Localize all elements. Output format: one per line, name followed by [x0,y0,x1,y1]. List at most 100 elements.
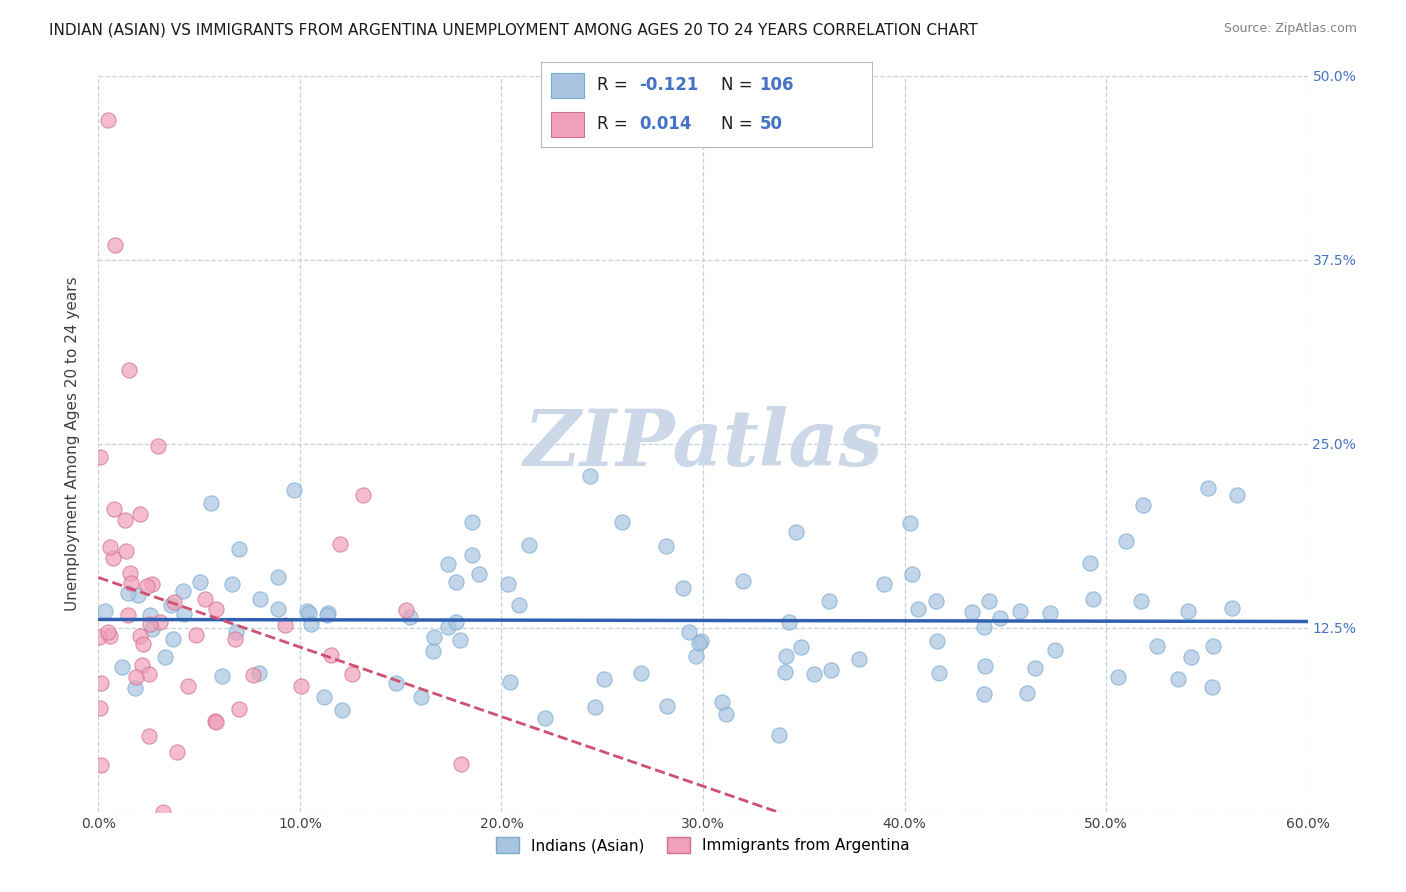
Point [299,616,322,631]
Point [94,604,117,618]
Point [399,610,422,624]
Text: 50: 50 [759,115,782,133]
Point [247,665,270,680]
Point [266,569,288,583]
Point [132,637,155,651]
Point [1129,594,1152,608]
Point [89,450,111,464]
Point [194,591,217,606]
Point [1167,672,1189,686]
Point [1132,498,1154,512]
Point [138,667,160,681]
Point [90,675,112,690]
Point [315,607,337,622]
Point [153,650,176,665]
Point [111,660,134,674]
Point [160,598,183,612]
Point [297,604,319,618]
Point [186,627,208,641]
Point [205,602,228,616]
Point [124,681,146,695]
Point [422,644,444,658]
Point [630,666,652,681]
Point [139,607,162,622]
Point [200,496,222,510]
Point [129,629,152,643]
Point [690,633,713,648]
Point [1015,686,1038,700]
Point [173,607,195,621]
Point [1226,488,1249,502]
Point [97,624,120,639]
Text: -0.121: -0.121 [638,77,699,95]
Point [461,515,484,529]
Point [508,598,530,612]
Point [411,690,433,704]
Point [283,483,305,497]
Point [97,112,120,127]
Point [1201,639,1223,653]
Point [228,542,250,557]
Point [316,607,339,621]
Point [612,515,634,529]
Text: Source: ZipAtlas.com: Source: ZipAtlas.com [1223,22,1357,36]
Point [114,513,136,527]
Point [716,707,738,722]
Point [820,663,842,677]
FancyBboxPatch shape [551,112,585,137]
Point [101,550,124,565]
Point [848,652,870,666]
Point [221,576,243,591]
Point [120,566,142,580]
Point [773,665,796,679]
Point [496,577,519,591]
Point [657,699,679,714]
Point [319,648,342,662]
Point [298,606,321,620]
Text: R =: R = [598,77,634,95]
Legend: Indians (Asian), Immigrants from Argentina: Indians (Asian), Immigrants from Argenti… [489,831,917,859]
Point [423,630,446,644]
Point [450,757,472,772]
Point [962,605,984,619]
Point [98,540,121,554]
Point [290,679,312,693]
Point [135,579,157,593]
Point [249,591,271,606]
Point [117,586,139,600]
Point [733,574,755,589]
Point [225,625,247,640]
Point [449,633,471,648]
Point [437,620,460,634]
Point [803,666,825,681]
Point [1039,606,1062,620]
Point [172,584,194,599]
Point [242,668,264,682]
Point [141,622,163,636]
Point [149,615,172,629]
Point [578,468,600,483]
FancyBboxPatch shape [551,72,585,98]
Point [925,634,948,648]
Point [907,601,929,615]
Point [146,439,169,453]
Point [1083,592,1105,607]
Y-axis label: Unemployment Among Ages 20 to 24 years: Unemployment Among Ages 20 to 24 years [65,277,80,611]
Point [688,635,710,649]
Point [1043,642,1066,657]
Point [785,524,807,539]
Point [224,632,246,647]
Point [973,687,995,701]
Point [1177,604,1199,618]
Text: N =: N = [721,115,758,133]
Point [818,593,841,607]
Point [162,632,184,646]
Point [329,537,352,551]
Point [1180,649,1202,664]
Point [973,620,995,634]
Point [205,715,228,730]
Point [139,616,162,631]
Point [131,658,153,673]
Text: INDIAN (ASIAN) VS IMMIGRANTS FROM ARGENTINA UNEMPLOYMENT AMONG AGES 20 TO 24 YEA: INDIAN (ASIAN) VS IMMIGRANTS FROM ARGENT… [49,22,979,37]
Point [384,676,406,690]
